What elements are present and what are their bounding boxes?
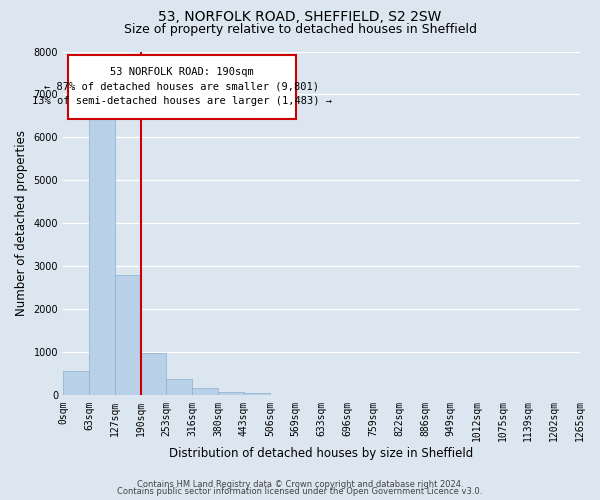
X-axis label: Distribution of detached houses by size in Sheffield: Distribution of detached houses by size … (169, 447, 473, 460)
Y-axis label: Number of detached properties: Number of detached properties (15, 130, 28, 316)
Text: Contains public sector information licensed under the Open Government Licence v3: Contains public sector information licen… (118, 488, 482, 496)
Bar (140, 354, 166, 396)
Text: 53 NORFOLK ROAD: 190sqm
← 87% of detached houses are smaller (9,801)
13% of semi: 53 NORFOLK ROAD: 190sqm ← 87% of detache… (32, 67, 332, 106)
Bar (166, 378, 192, 396)
FancyBboxPatch shape (68, 55, 296, 118)
Bar (244, 393, 270, 396)
Bar (89, 120, 115, 396)
Bar (63, 372, 89, 396)
Text: 53, NORFOLK ROAD, SHEFFIELD, S2 2SW: 53, NORFOLK ROAD, SHEFFIELD, S2 2SW (158, 10, 442, 24)
Bar (115, 275, 140, 396)
Text: Contains HM Land Registry data © Crown copyright and database right 2024.: Contains HM Land Registry data © Crown c… (137, 480, 463, 489)
Bar (218, 392, 244, 396)
Text: Size of property relative to detached houses in Sheffield: Size of property relative to detached ho… (124, 22, 476, 36)
Bar (192, 388, 218, 396)
